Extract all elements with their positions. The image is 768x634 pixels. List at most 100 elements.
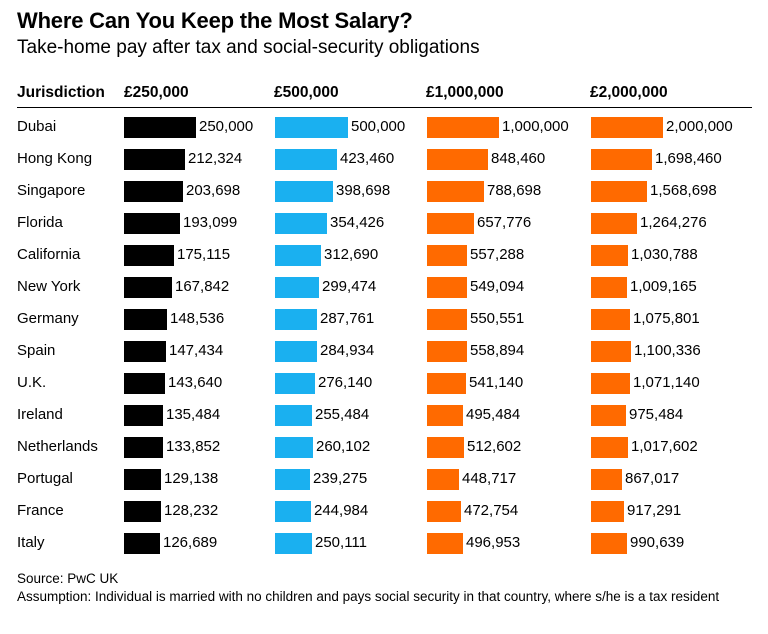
bar-1m xyxy=(427,181,484,202)
bar-500k xyxy=(275,277,319,298)
value-label-250k: 133,852 xyxy=(166,438,221,455)
value-label-500k: 398,698 xyxy=(336,182,391,199)
value-label-500k: 354,426 xyxy=(330,214,385,231)
bar-2m xyxy=(591,501,624,522)
value-label-2m: 1,264,276 xyxy=(640,214,707,231)
bar-1m xyxy=(427,437,464,458)
bar-1m xyxy=(427,277,467,298)
value-label-1m: 1,000,000 xyxy=(502,118,569,135)
bar-2m xyxy=(591,469,622,490)
value-label-1m: 495,484 xyxy=(466,406,521,423)
bar-2m xyxy=(591,245,628,266)
value-label-2m: 867,017 xyxy=(625,470,680,487)
bar-250k xyxy=(124,501,161,522)
value-label-500k: 255,484 xyxy=(315,406,370,423)
value-label-500k: 312,690 xyxy=(324,246,379,263)
value-label-250k: 135,484 xyxy=(166,406,221,423)
bar-2m xyxy=(591,117,663,138)
value-label-500k: 500,000 xyxy=(351,118,406,135)
bar-500k xyxy=(275,437,313,458)
bar-500k xyxy=(275,469,310,490)
chart-subtitle: Take-home pay after tax and social-secur… xyxy=(17,37,480,58)
bar-1m xyxy=(427,501,461,522)
value-label-1m: 496,953 xyxy=(466,534,521,551)
assumption-note: Assumption: Individual is married with n… xyxy=(17,589,720,604)
value-label-250k: 126,689 xyxy=(163,534,218,551)
bar-500k xyxy=(275,309,317,330)
value-label-1m: 448,717 xyxy=(462,470,517,487)
value-label-1m: 557,288 xyxy=(470,246,525,263)
value-label-1m: 549,094 xyxy=(470,278,525,295)
bar-250k xyxy=(124,373,165,394)
bar-500k xyxy=(275,501,311,522)
bar-1m xyxy=(427,533,463,554)
bar-500k xyxy=(275,341,317,362)
bar-2m xyxy=(591,213,637,234)
bar-2m xyxy=(591,181,647,202)
header-series-2m: £2,000,000 xyxy=(590,84,668,101)
row-label: France xyxy=(17,502,64,519)
bar-250k xyxy=(124,213,180,234)
bar-250k xyxy=(124,277,172,298)
bar-2m xyxy=(591,341,631,362)
bar-250k xyxy=(124,149,185,170)
bar-1m xyxy=(427,469,459,490)
value-label-250k: 148,536 xyxy=(170,310,225,327)
bar-1m xyxy=(427,373,466,394)
bar-250k xyxy=(124,469,161,490)
value-label-2m: 1,030,788 xyxy=(631,246,698,263)
value-label-2m: 990,639 xyxy=(630,534,685,551)
header-series-500k: £500,000 xyxy=(274,84,339,101)
row-label: Hong Kong xyxy=(17,150,93,167)
value-label-250k: 193,099 xyxy=(183,214,238,231)
row-label: Netherlands xyxy=(17,438,98,455)
bar-500k xyxy=(275,181,333,202)
header-divider xyxy=(17,107,752,108)
bar-250k xyxy=(124,245,174,266)
value-label-2m: 2,000,000 xyxy=(666,118,733,135)
bar-500k xyxy=(275,245,321,266)
value-label-250k: 147,434 xyxy=(169,342,224,359)
row-label: Spain xyxy=(17,342,56,359)
value-label-500k: 260,102 xyxy=(316,438,371,455)
bar-2m xyxy=(591,533,627,554)
row-label: Dubai xyxy=(17,118,57,135)
row-label: Portugal xyxy=(17,470,73,487)
value-label-1m: 657,776 xyxy=(477,214,532,231)
bar-2m xyxy=(591,405,626,426)
bar-250k xyxy=(124,437,163,458)
value-label-2m: 1,009,165 xyxy=(630,278,697,295)
value-label-250k: 167,842 xyxy=(175,278,230,295)
value-label-1m: 788,698 xyxy=(487,182,542,199)
value-label-1m: 472,754 xyxy=(464,502,519,519)
source-note: Source: PwC UK xyxy=(17,571,119,586)
value-label-500k: 287,761 xyxy=(320,310,375,327)
value-label-2m: 1,568,698 xyxy=(650,182,717,199)
value-label-250k: 175,115 xyxy=(177,246,231,263)
bar-250k xyxy=(124,405,163,426)
header-series-1m: £1,000,000 xyxy=(426,84,504,101)
value-label-250k: 129,138 xyxy=(164,470,219,487)
value-label-1m: 558,894 xyxy=(470,342,525,359)
row-label: Italy xyxy=(17,534,45,551)
bar-2m xyxy=(591,309,630,330)
value-label-1m: 512,602 xyxy=(467,438,522,455)
row-label: Ireland xyxy=(17,406,63,423)
bar-500k xyxy=(275,405,312,426)
value-label-2m: 1,075,801 xyxy=(633,310,700,327)
row-label: California xyxy=(17,246,81,263)
value-label-500k: 244,984 xyxy=(314,502,369,519)
value-label-500k: 299,474 xyxy=(322,278,377,295)
value-label-500k: 250,111 xyxy=(315,534,367,551)
bar-500k xyxy=(275,213,327,234)
bar-500k xyxy=(275,533,312,554)
bar-250k xyxy=(124,309,167,330)
value-label-500k: 239,275 xyxy=(313,470,368,487)
chart-title: Where Can You Keep the Most Salary? xyxy=(17,8,413,33)
value-label-500k: 284,934 xyxy=(320,342,375,359)
value-label-2m: 1,698,460 xyxy=(655,150,722,167)
value-label-250k: 250,000 xyxy=(199,118,254,135)
bar-250k xyxy=(124,533,160,554)
bar-2m xyxy=(591,149,652,170)
